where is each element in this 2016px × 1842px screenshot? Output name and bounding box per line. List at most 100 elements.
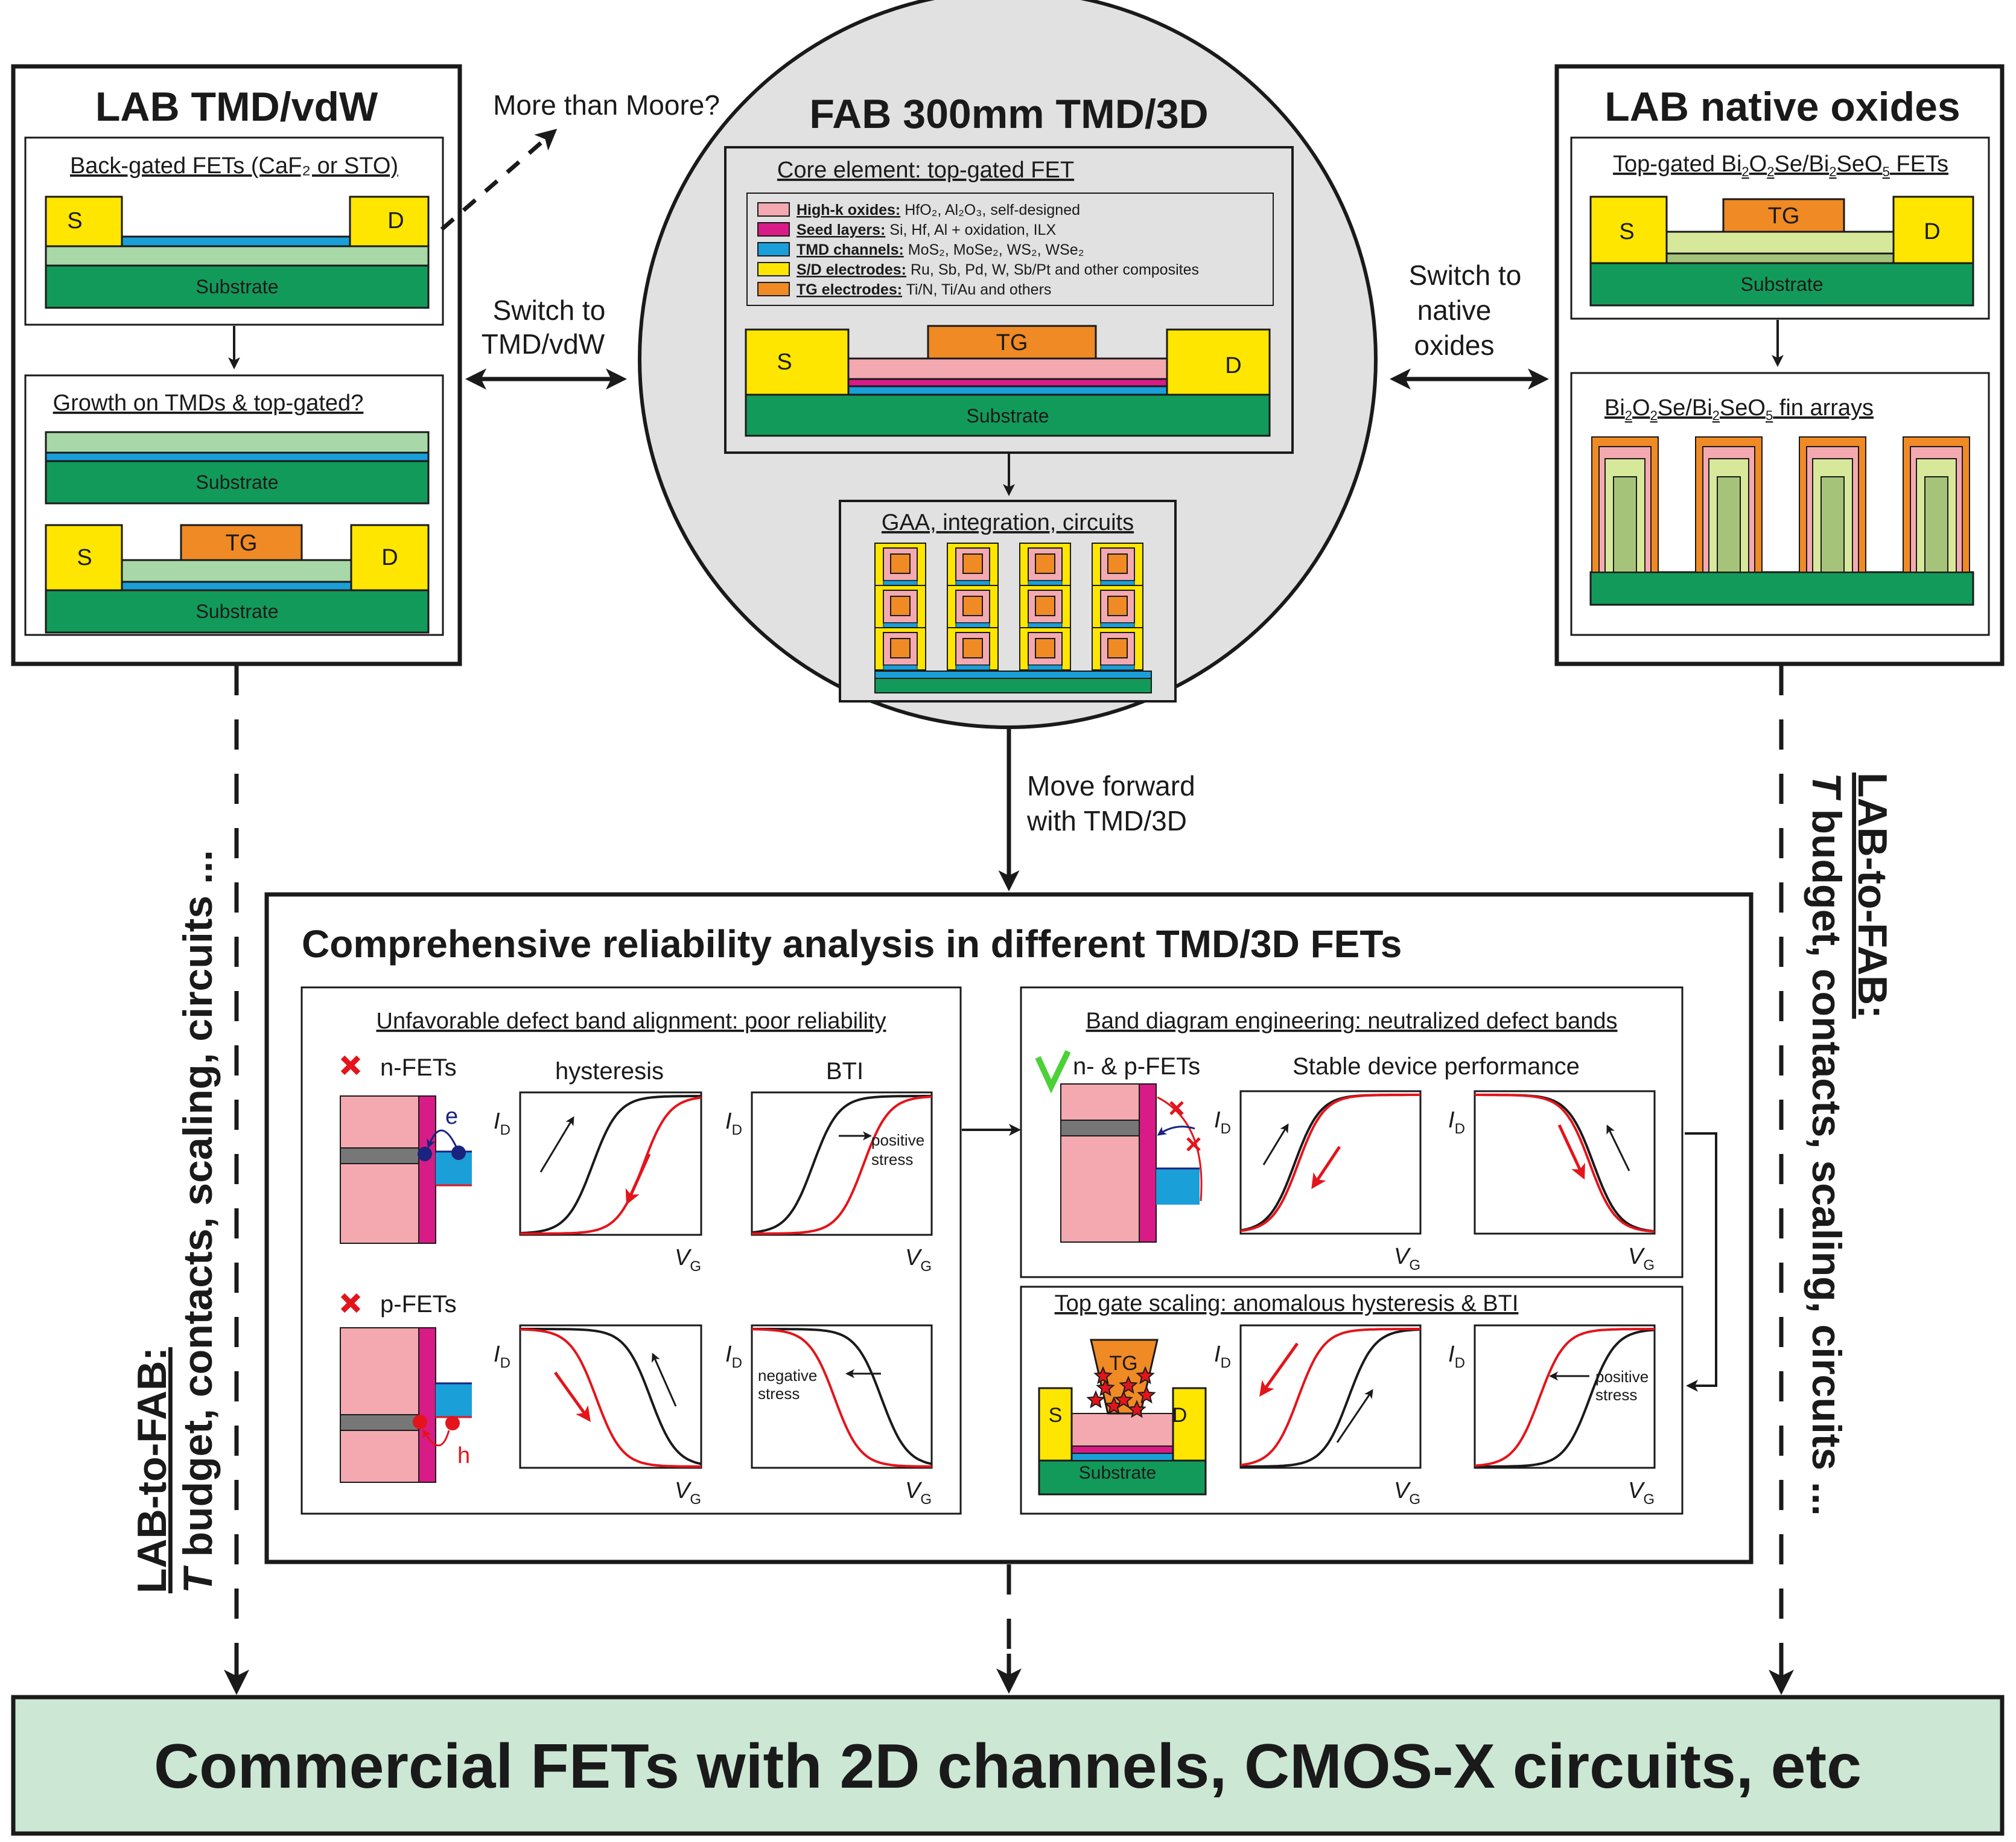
sweep-arrow <box>1262 1123 1289 1165</box>
gaa-array <box>874 543 1152 693</box>
svg-text:S/D electrodes: Ru, Sb, Pd, W,: S/D electrodes: Ru, Sb, Pd, W, Sb/Pt and… <box>797 261 1199 278</box>
cross-icon <box>340 1293 361 1313</box>
high-k-oxide <box>846 357 1168 380</box>
drain-label: D <box>381 545 398 570</box>
legend-desc: MoS₂, MoSe₂, WS₂, WSe₂ <box>908 241 1084 258</box>
seed-layer <box>1071 1445 1174 1454</box>
plot-frame <box>1474 1324 1656 1469</box>
flow-arrow <box>1685 1132 1717 1392</box>
commercial-label: Commercial FETs with 2D channels, CMOS-X… <box>154 1732 1862 1802</box>
reliability-box: Comprehensive reliability analysis in di… <box>264 892 1754 1564</box>
legend-item: High-k oxides: HfO₂, Al₂O₃, self-designe… <box>757 202 1080 218</box>
source-label: S <box>1619 219 1634 244</box>
red-curve <box>752 1328 932 1468</box>
sweep-arrow <box>1606 1124 1630 1171</box>
switch-left-label: Switch to <box>493 295 606 326</box>
defect-star-icon <box>1127 1400 1146 1418</box>
fin-array-title: Bi2O2Se/Bi2SeO5 fin arrays <box>1604 395 1874 423</box>
back-gated-box: Back-gated FETs (CaF₂ or STO) Substrate … <box>24 136 444 326</box>
substrate-layer <box>1038 1459 1207 1496</box>
svg-text:TMD channels: MoS₂, MoSe₂, WS₂: TMD channels: MoS₂, MoSe₂, WS₂, WSe₂ <box>797 241 1084 258</box>
band-engineering-title: Band diagram engineering: neutralized de… <box>1086 1009 1618 1034</box>
high-k-oxide <box>1071 1413 1174 1447</box>
vg-axis-sub: G <box>1643 1491 1655 1508</box>
substrate-label: Substrate <box>967 405 1049 427</box>
substrate-layer <box>874 678 1152 693</box>
right-panel-title: LAB native oxides <box>1604 84 1960 130</box>
gaa-channel <box>1028 664 1063 671</box>
id-axis-sub: D <box>1455 1355 1465 1371</box>
drain-electrode <box>1172 1387 1207 1462</box>
hysteresis-label: hysteresis <box>555 1058 664 1085</box>
right-panel: LAB native oxides Top-gated Bi2O2Se/Bi2S… <box>1554 64 2005 666</box>
svg-text:High-k oxides: HfO₂, Al₂O₃, se: High-k oxides: HfO₂, Al₂O₃, self-designe… <box>797 202 1080 218</box>
top-gate <box>927 325 1097 360</box>
tmd-channel <box>89 581 381 591</box>
move-forward-label: with TMD/3D <box>1026 805 1187 837</box>
switch-right-label: oxides <box>1414 330 1495 361</box>
red-curve <box>1240 1328 1420 1467</box>
gaa-gate <box>1107 553 1128 574</box>
gate-label: TG <box>226 531 258 556</box>
scaled-fet: Substrate TG S D <box>1038 1339 1207 1496</box>
vg-axis-label: VG <box>905 1478 932 1508</box>
top-gate <box>180 524 303 561</box>
bi2o2se-channel <box>1633 252 1935 264</box>
red-curve <box>520 1096 702 1235</box>
negative-stress-label: negative <box>758 1366 817 1385</box>
legend-label: S/D electrodes: <box>797 261 906 278</box>
gaa-box: GAA, integration, circuits <box>839 500 1177 703</box>
black-curve <box>751 1095 932 1234</box>
legend-item: S/D electrodes: Ru, Sb, Pd, W, Sb/Pt and… <box>757 261 1199 278</box>
id-axis-sub: D <box>500 1122 510 1138</box>
band-diagram-n: e <box>340 1095 472 1244</box>
gaa-gate <box>962 638 983 658</box>
sweep-arrow <box>1311 1146 1341 1190</box>
sweep-arrow <box>1557 1124 1585 1180</box>
red-curve <box>1240 1094 1420 1232</box>
vg-axis-sub: G <box>690 1491 701 1508</box>
vg-axis-sub: G <box>1409 1491 1420 1508</box>
source-electrode <box>1038 1387 1073 1462</box>
gate-label: TG <box>1109 1352 1137 1375</box>
id-axis-sub: D <box>500 1355 510 1371</box>
switch-right-label: native <box>1417 295 1492 326</box>
top-gated-title: Top-gated Bi2O2Se/Bi2SeO5 FETs <box>1613 151 1948 179</box>
black-curve <box>520 1328 702 1465</box>
sweep-arrow <box>1336 1389 1373 1443</box>
electron-label: e <box>445 1104 458 1129</box>
tmd-channel <box>1061 1453 1183 1461</box>
id-axis-sub: D <box>732 1122 742 1138</box>
gaa-gate <box>1107 596 1128 616</box>
gaa-channel <box>1028 580 1063 586</box>
cross-icon <box>1169 1101 1184 1115</box>
defect-star-icon <box>1136 1366 1155 1385</box>
drain-electrode <box>349 196 430 247</box>
id-axis-sub: D <box>732 1355 742 1371</box>
vg-axis-sub: G <box>1409 1257 1420 1273</box>
defect-star-icon <box>1093 1366 1113 1385</box>
gaa-channel <box>1100 622 1135 628</box>
growth-box: Growth on TMDs & top-gated? Substrate Su… <box>24 374 444 636</box>
substrate-label: Substrate <box>196 471 279 493</box>
source-label: S <box>67 208 82 234</box>
legend-label: TMD channels: <box>797 241 904 258</box>
defect-star-icon <box>1119 1375 1138 1394</box>
substrate-label: Substrate <box>1079 1463 1156 1483</box>
top-gate <box>1722 198 1845 233</box>
legend-desc: Ti/N, Ti/Au and others <box>906 281 1052 298</box>
switch-left-label: TMD/vdW <box>482 328 605 360</box>
fin-channel <box>1820 476 1845 573</box>
legend-item: TMD channels: MoS₂, MoSe₂, WS₂, WSe₂ <box>757 241 1084 258</box>
id-axis-sub: D <box>1455 1121 1465 1137</box>
n-fets-label: n-FETs <box>380 1054 457 1081</box>
drain-electrode <box>350 524 430 591</box>
seed-layer <box>846 378 1168 387</box>
p-fets-label: p-FETs <box>380 1291 457 1318</box>
dielectric-layer <box>119 559 358 583</box>
side-label-left: LAB-to-FAB:T budget, contacts, scaling, … <box>129 850 221 1593</box>
substrate-layer <box>745 394 1271 437</box>
move-forward-label: Move forward <box>1027 770 1195 801</box>
gate-label: TG <box>1768 203 1800 229</box>
sweep-arrow <box>539 1116 574 1173</box>
